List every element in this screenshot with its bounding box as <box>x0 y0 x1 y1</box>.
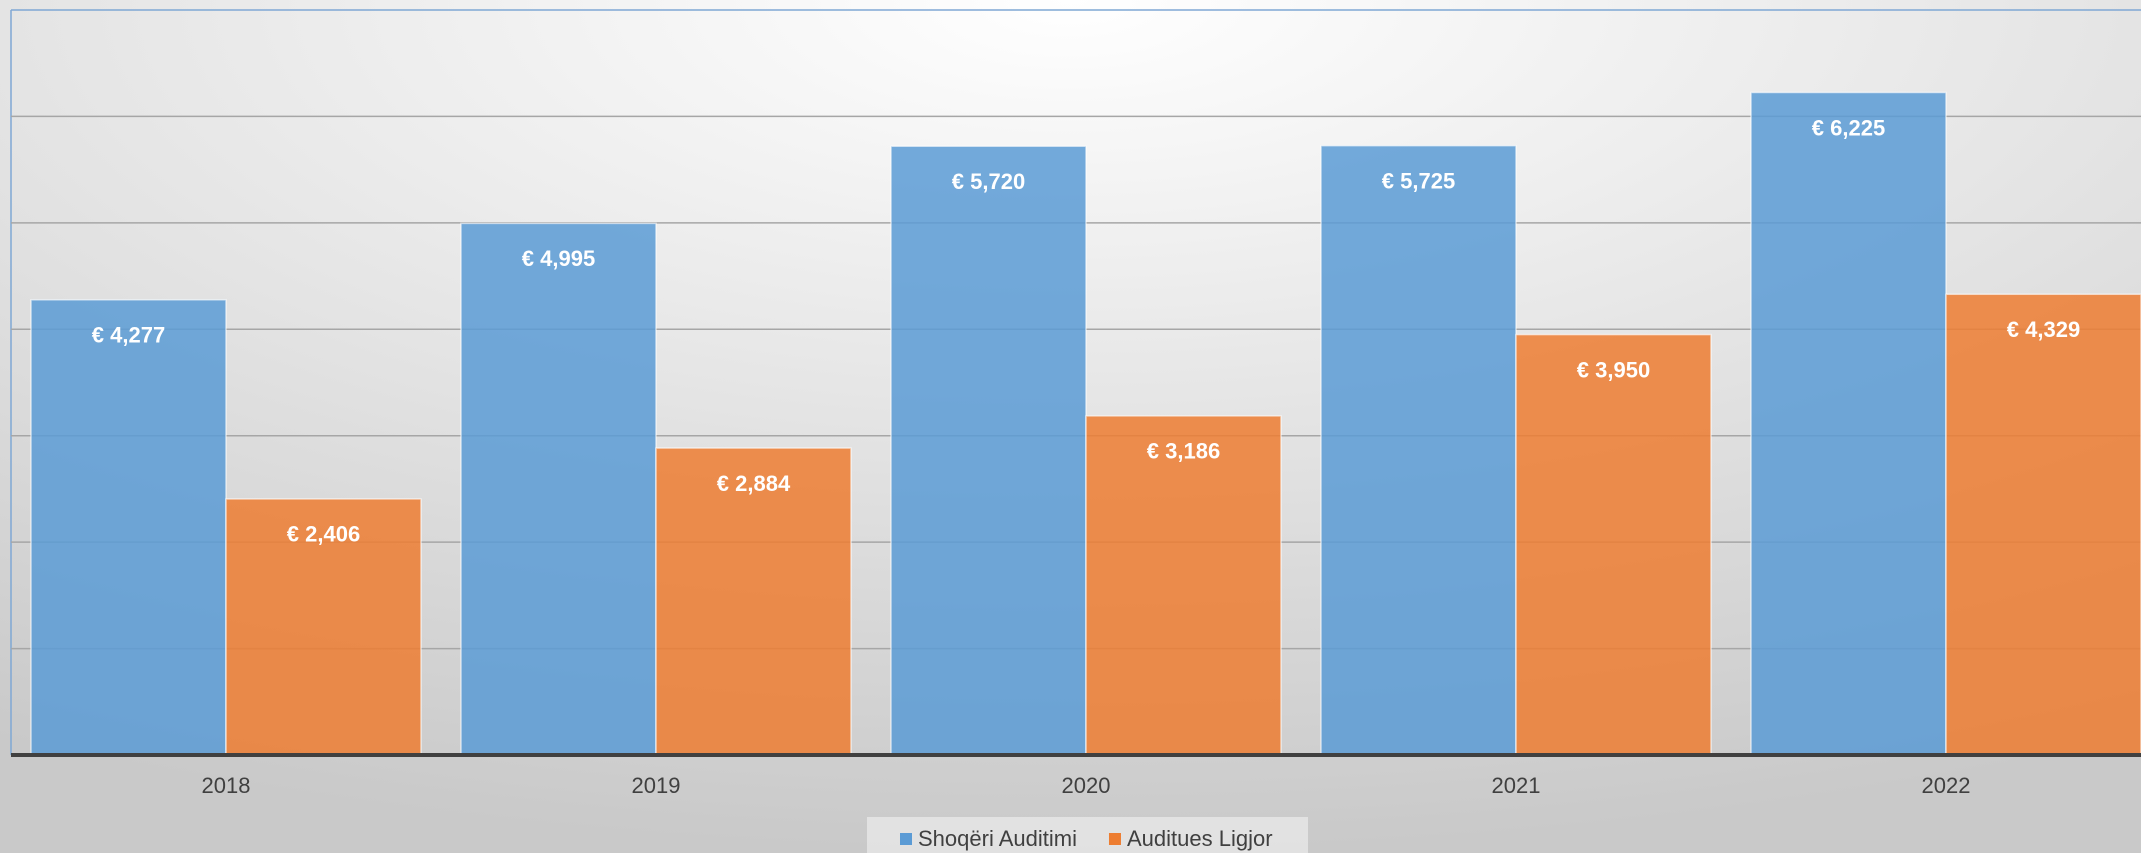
data-label: € 2,884 <box>717 471 791 496</box>
legend-label: Auditues Ligjor <box>1127 826 1273 851</box>
x-tick-label: 2018 <box>202 773 251 798</box>
bar <box>1320 144 1517 756</box>
x-tick-label: 2022 <box>1922 773 1971 798</box>
legend-swatch <box>1108 833 1121 845</box>
plot: € 4,277 € 2,406 2018 € 4,995 € 2,884 2019 € 5,… <box>11 91 2141 798</box>
bar <box>655 447 852 756</box>
data-label: € 5,725 <box>1382 169 1455 194</box>
data-label: € 3,186 <box>1147 439 1220 464</box>
legend-box <box>867 817 1308 853</box>
x-tick-label: 2019 <box>632 773 681 798</box>
data-label: € 4,277 <box>92 323 165 348</box>
bar <box>1945 293 2141 756</box>
bar <box>460 222 657 756</box>
data-label: € 6,225 <box>1812 115 1885 140</box>
data-label: € 4,329 <box>2007 317 2080 342</box>
legend-label: Shoqëri Auditimi <box>918 826 1077 851</box>
x-tick-label: 2020 <box>1062 773 1111 798</box>
bar <box>1515 333 1712 756</box>
data-label: € 4,995 <box>522 246 595 271</box>
x-tick-label: 2021 <box>1492 773 1541 798</box>
bar <box>890 145 1087 756</box>
legend-swatch <box>900 833 912 845</box>
bar <box>225 498 422 756</box>
data-label: € 2,406 <box>287 522 360 547</box>
data-label: € 5,720 <box>952 169 1025 194</box>
bar <box>1085 415 1282 756</box>
bar <box>30 299 227 756</box>
bar <box>1750 91 1947 756</box>
data-label: € 3,950 <box>1577 357 1650 382</box>
